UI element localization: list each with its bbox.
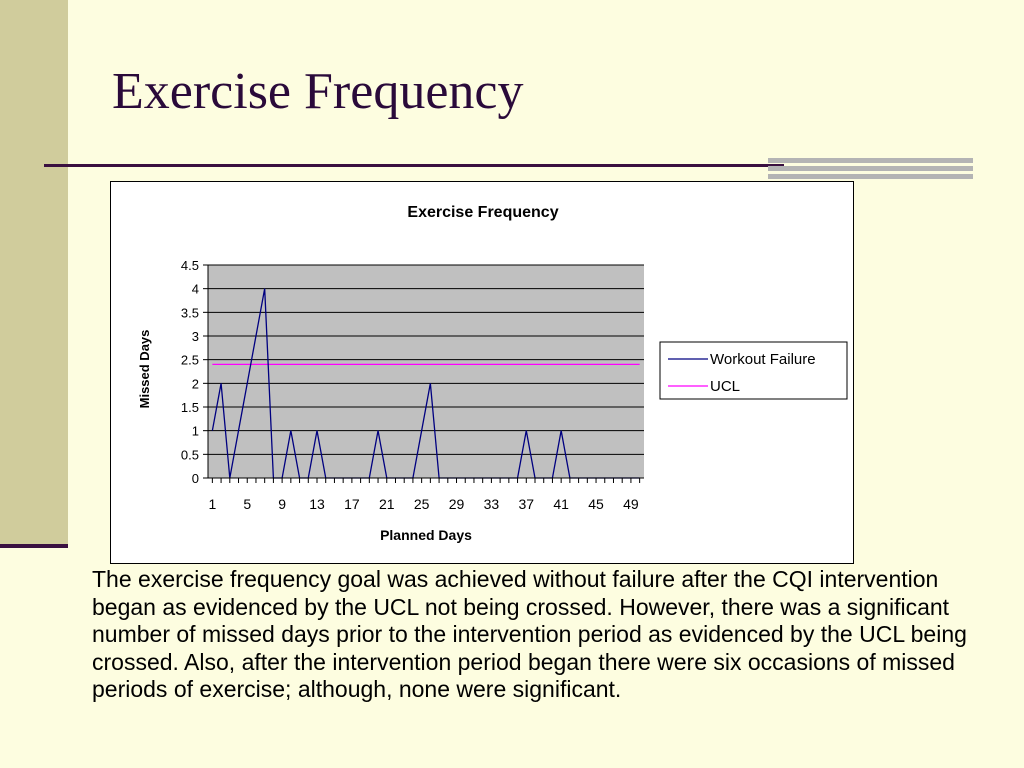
x-tick-label: 37 bbox=[518, 496, 534, 512]
y-tick-label: 0.5 bbox=[181, 447, 199, 462]
legend: Workout Failure UCL bbox=[659, 341, 848, 400]
legend-label: Workout Failure bbox=[710, 351, 816, 368]
x-tick-label: 1 bbox=[208, 496, 216, 512]
x-tick-label: 9 bbox=[278, 496, 286, 512]
y-tick-label: 3.5 bbox=[181, 305, 199, 320]
decorative-stripe bbox=[768, 174, 973, 179]
decorative-stripe bbox=[768, 166, 973, 171]
y-axis-label: Missed Days bbox=[137, 330, 152, 409]
chart-container: Exercise Frequency Missed Days Planned D… bbox=[110, 181, 854, 564]
axes: 0 0.5 1 1.5 2 2.5 3 3.5 4 4.5 1 5 9 13 17 21 25 29 33 37 41 4… bbox=[181, 258, 644, 512]
series-group bbox=[211, 288, 640, 479]
legend-label: UCL bbox=[710, 378, 740, 395]
slide-title: Exercise Frequency bbox=[112, 63, 524, 120]
y-tick-label: 3 bbox=[192, 329, 199, 344]
x-tick-label: 29 bbox=[449, 496, 465, 512]
side-decoration-line bbox=[0, 544, 68, 548]
series-line-workout-failure bbox=[211, 288, 640, 479]
legend-box bbox=[659, 341, 848, 400]
chart-svg: Exercise Frequency Missed Days Planned D… bbox=[137, 204, 848, 543]
x-tick-label: 45 bbox=[588, 496, 604, 512]
x-tick-label: 21 bbox=[379, 496, 395, 512]
chart-title: Exercise Frequency bbox=[407, 204, 558, 221]
y-tick-label: 1.5 bbox=[181, 400, 199, 415]
x-tick-label: 17 bbox=[344, 496, 360, 512]
x-tick-label: 33 bbox=[484, 496, 500, 512]
y-tick-label: 2 bbox=[192, 376, 199, 391]
y-tick-label: 0 bbox=[192, 471, 199, 486]
x-tick-label: 41 bbox=[553, 496, 569, 512]
y-tick-label: 4.5 bbox=[181, 258, 199, 273]
x-axis-label: Planned Days bbox=[380, 527, 472, 543]
y-tick-label: 2.5 bbox=[181, 353, 199, 368]
gridlines bbox=[208, 264, 644, 479]
x-tick-label: 25 bbox=[414, 496, 430, 512]
y-tick-label: 1 bbox=[192, 424, 199, 439]
x-tick-label: 49 bbox=[623, 496, 639, 512]
title-divider bbox=[44, 164, 784, 167]
x-tick-label: 13 bbox=[309, 496, 325, 512]
side-decoration-bar bbox=[0, 0, 68, 545]
x-tick-label: 5 bbox=[243, 496, 251, 512]
plot-area bbox=[208, 265, 644, 478]
y-tick-label: 4 bbox=[192, 282, 199, 297]
slide-caption: The exercise frequency goal was achieved… bbox=[92, 566, 967, 702]
decorative-stripe bbox=[768, 158, 973, 163]
